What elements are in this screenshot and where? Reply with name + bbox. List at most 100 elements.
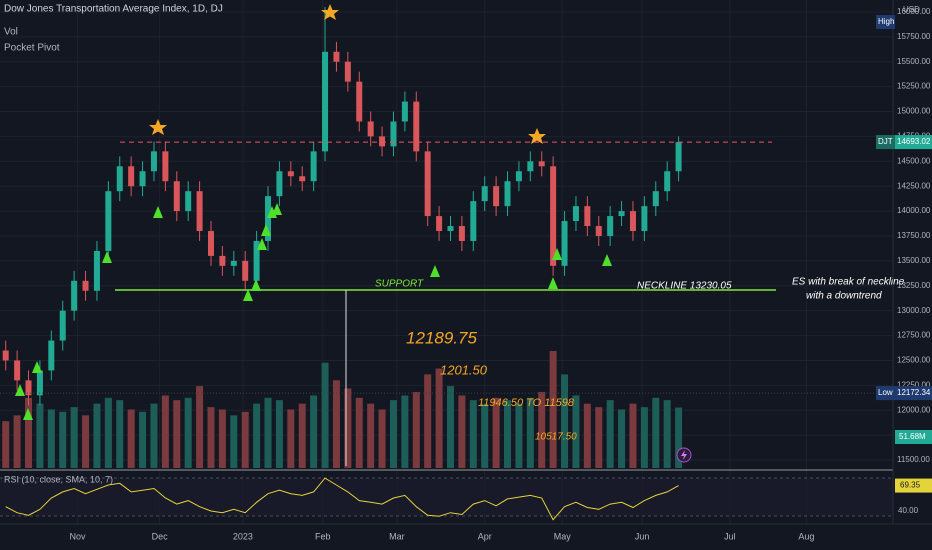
candle-body: [607, 216, 614, 236]
candle-body: [207, 231, 214, 256]
candle-body: [173, 181, 180, 212]
rsi-band: [0, 478, 893, 516]
overlay: SUPPORT NECKLINE 13230.05 ES with break …: [15, 4, 905, 466]
y-tick-label: 13500.00: [897, 256, 931, 265]
candle-body: [401, 101, 408, 122]
candle-body: [584, 206, 591, 227]
candle-body: [48, 340, 55, 371]
x-tick-label: 2023: [233, 531, 253, 541]
volume-bar: [515, 403, 523, 468]
rsi-title: RSI (10, close, SMA, 10, 7): [4, 474, 113, 484]
y-tick-label: 13750.00: [897, 231, 931, 240]
volume-bar: [196, 386, 204, 468]
high-tag: [876, 15, 895, 29]
candle-body: [379, 136, 386, 147]
candle-body: [219, 255, 226, 266]
neckline-label: NECKLINE 13230.05: [637, 281, 732, 292]
x-tick-label: Mar: [389, 531, 405, 541]
candle-body: [675, 142, 682, 172]
volume-bar: [446, 386, 454, 468]
volume-bar: [549, 351, 557, 468]
volume-bar: [367, 403, 375, 468]
candle-body: [299, 176, 306, 182]
volume-bar: [389, 400, 397, 468]
candle-body: [436, 216, 443, 232]
candle-body: [561, 221, 568, 266]
volume-bar: [481, 403, 489, 468]
candle-body: [493, 186, 500, 207]
price-note: 1201.50: [440, 362, 488, 377]
volume-bar: [526, 397, 534, 468]
note-line: with a downtrend: [806, 291, 882, 302]
rsi-last: 69.35: [900, 481, 921, 490]
candle-body: [2, 350, 9, 361]
candle-body: [162, 151, 169, 182]
volume-last: 51.68M: [899, 432, 926, 441]
candle-body: [287, 171, 294, 177]
x-tick-label: Aug: [798, 531, 814, 541]
volume-bar: [401, 395, 409, 468]
volume-bar: [104, 397, 112, 468]
candle-body: [413, 101, 420, 152]
candle-body: [572, 206, 579, 222]
candle-body: [595, 226, 602, 236]
candle-body: [641, 206, 648, 232]
volume-tag: [895, 430, 932, 444]
volume-bar: [504, 400, 512, 468]
volume-bar: [139, 411, 147, 468]
volume-bar: [583, 403, 591, 468]
price-note: 10517.50: [535, 432, 577, 443]
volume-bar: [355, 397, 363, 468]
volume-bar: [606, 400, 614, 468]
x-tick-label: Feb: [315, 531, 331, 541]
candle-body: [527, 161, 534, 172]
y-tick-label: 15250.00: [897, 82, 931, 91]
volume-bar: [298, 403, 306, 468]
volume-bar: [572, 395, 580, 468]
rsi-tag: [895, 478, 932, 493]
volume-bar: [161, 395, 169, 468]
low-value: 12172.34: [897, 388, 931, 397]
volume-bar: [253, 403, 261, 468]
candle-body: [538, 161, 545, 167]
low-value-tag: [895, 386, 932, 401]
candle-body: [504, 181, 511, 207]
candle-body: [276, 171, 283, 197]
star-markers: [149, 4, 546, 144]
volume-bar: [675, 407, 683, 468]
pocket-pivot-markers: [15, 203, 612, 420]
volume-bar: [629, 403, 637, 468]
y-tick-label: 12750.00: [897, 331, 931, 340]
volume-bar: [184, 397, 192, 468]
low-label: Low: [878, 388, 893, 397]
candle-body: [618, 211, 625, 217]
volume-bar: [25, 397, 33, 468]
y-tick-label: 11500.00: [897, 455, 930, 464]
y-tick-label: 12250.00: [897, 380, 931, 389]
volume-bar: [93, 403, 101, 468]
last-price-label: 14693.02: [897, 137, 931, 146]
candle-body: [481, 186, 488, 202]
candle-body: [550, 166, 557, 266]
candle-body: [458, 226, 465, 241]
symbol-label: DJT: [878, 137, 893, 146]
volume-bar: [218, 409, 226, 468]
price-note: 12189.75: [406, 328, 477, 347]
candle-body: [25, 380, 32, 396]
volume-bar: [82, 415, 90, 468]
candle-body: [14, 360, 21, 381]
candle-body: [185, 191, 192, 212]
candle-body: [82, 280, 89, 291]
volume-bar: [321, 362, 329, 468]
candle-body: [367, 121, 374, 137]
candle-body: [310, 151, 317, 182]
volume-bar: [492, 397, 500, 468]
volume-bar: [435, 368, 443, 468]
chart-title: Dow Jones Transportation Average Index, …: [4, 4, 223, 15]
candle-body: [139, 171, 146, 187]
volume-bar: [36, 403, 44, 468]
volume-bar: [458, 395, 466, 468]
candle-body: [196, 191, 203, 232]
y-tick-label: 15000.00: [897, 107, 931, 116]
axis-layer: 11500.0011750.0012000.0012250.0012500.00…: [70, 7, 932, 541]
